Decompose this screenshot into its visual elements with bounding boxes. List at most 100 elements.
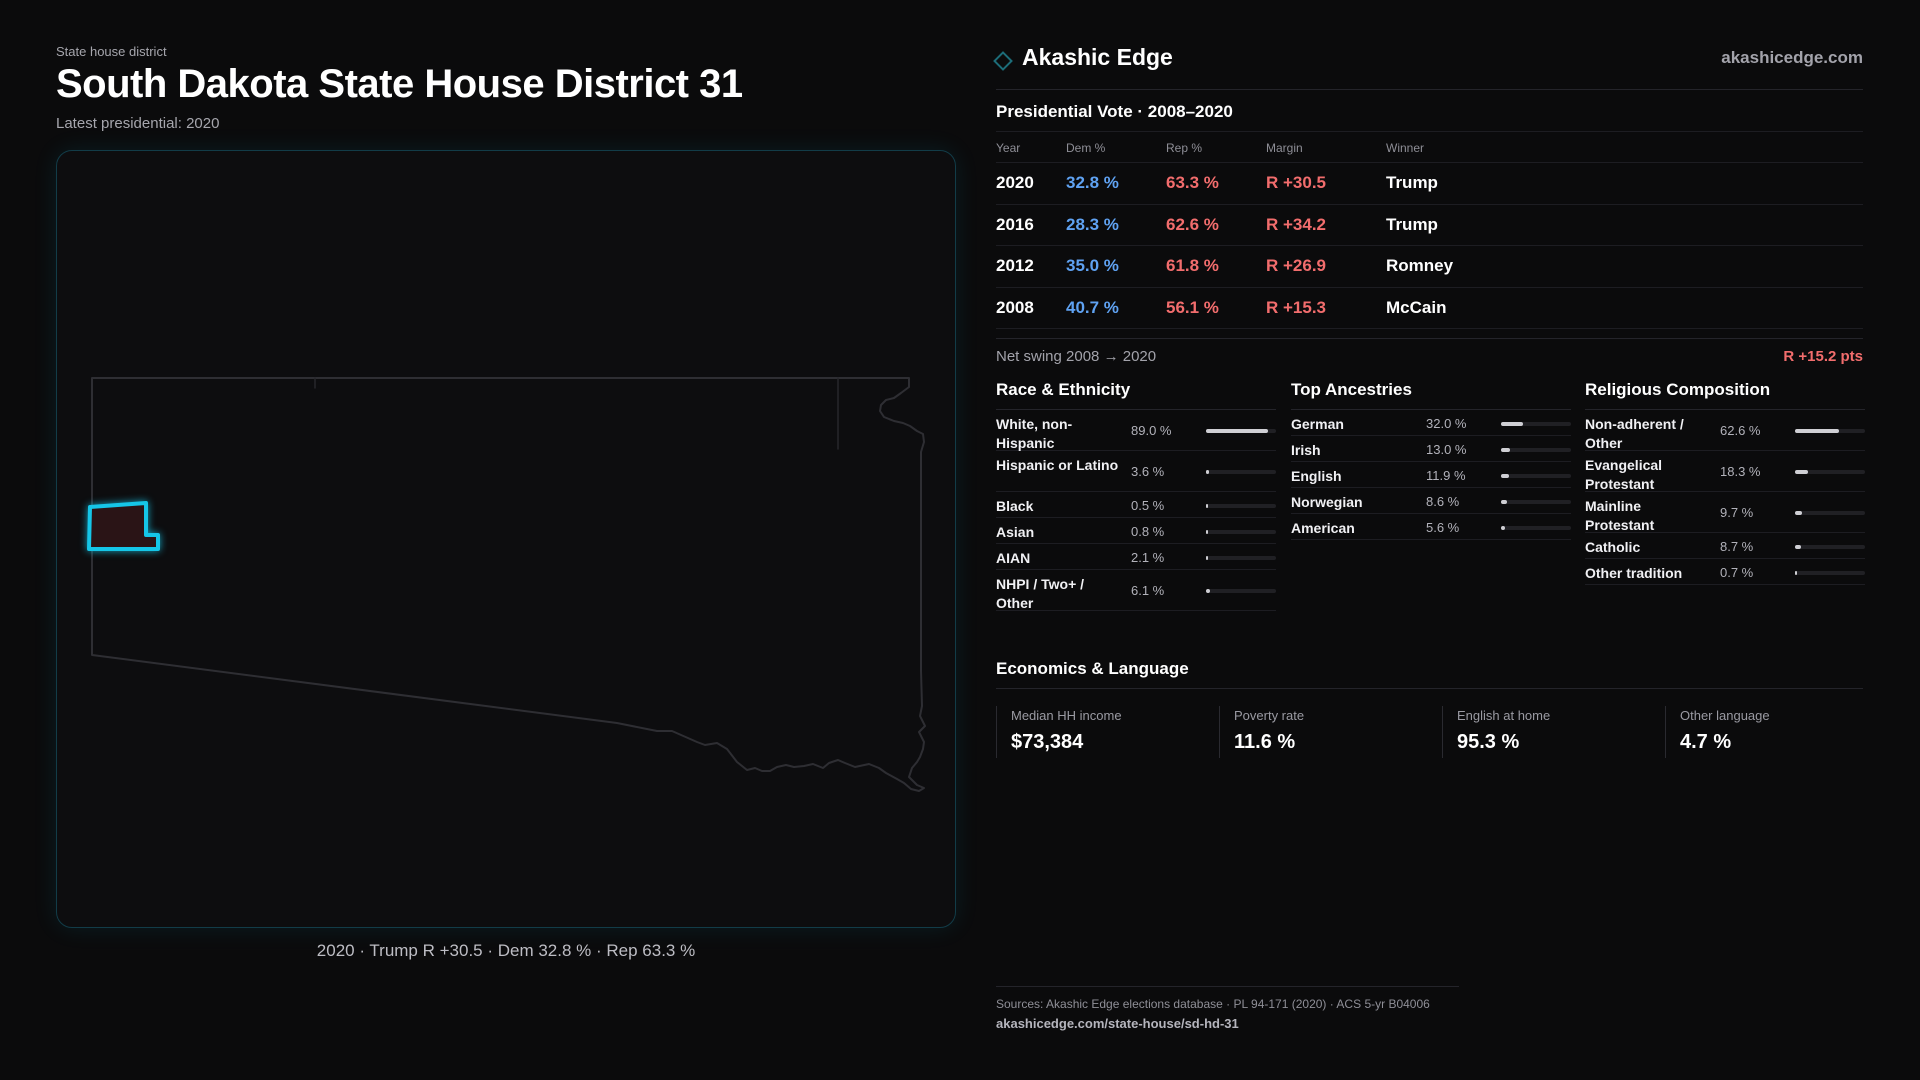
- rep-cell: 61.8 %: [1166, 256, 1219, 275]
- religious-composition-list: Non-adherent / Other 62.6 % Evangelical Pr…: [1585, 410, 1865, 585]
- stat-row: Other tradition 0.7 %: [1585, 559, 1865, 585]
- stat-percent: 11.9 %: [1426, 468, 1466, 483]
- stat-percent: 0.5 %: [1131, 498, 1165, 513]
- map-panel[interactable]: [56, 150, 956, 928]
- economics-language-title: Economics & Language: [996, 659, 1863, 689]
- stat-bar-track: [1206, 530, 1276, 534]
- stat-label: Irish: [1291, 442, 1321, 458]
- stat-label: Norwegian: [1291, 494, 1363, 510]
- margin-cell: R +26.9: [1266, 256, 1327, 275]
- stat-bar-fill: [1501, 526, 1505, 530]
- stat-percent: 0.7 %: [1720, 565, 1754, 580]
- table-row: 2008 40.7 % 56.1 % R +15.3 McCain: [996, 288, 1863, 329]
- net-swing-value: R +15.2 pts: [1783, 348, 1863, 365]
- stat-label: Hispanic or Latino: [996, 457, 1119, 473]
- year-cell: 2008: [996, 297, 1034, 317]
- sources-text: Sources: Akashic Edge elections database…: [996, 997, 1430, 1011]
- district-map[interactable]: [57, 151, 957, 929]
- rep-cell: 56.1 %: [1166, 297, 1219, 317]
- top-ancestries-panel: Top Ancestries German 32.0 % Irish 13.0 % En…: [1291, 380, 1571, 540]
- stat-bar-track: [1501, 448, 1571, 452]
- stat-bar-fill: [1206, 429, 1269, 433]
- top-ancestries-list: German 32.0 % Irish 13.0 % English 11.9 % Norw…: [1291, 410, 1571, 540]
- stat-bar-track: [1795, 545, 1865, 549]
- diamond-logo-icon: [993, 51, 1013, 71]
- econ-value: 11.6 %: [1234, 731, 1296, 753]
- stat-row: Norwegian 8.6 %: [1291, 488, 1571, 514]
- brand-name: Akashic Edge: [1022, 44, 1173, 70]
- winner-cell: Romney: [1386, 256, 1454, 275]
- margin-cell: R +15.3: [1266, 297, 1327, 317]
- econ-card-median-income: Median HH income $73,384: [996, 706, 1206, 758]
- religious-composition-title: Religious Composition: [1585, 380, 1865, 410]
- stat-row: Hispanic or Latino 3.6 %: [996, 451, 1276, 492]
- stat-bar-track: [1501, 526, 1571, 530]
- stat-bar-track: [1206, 429, 1276, 433]
- stat-row: Mainline Protestant 9.7 %: [1585, 492, 1865, 533]
- winner-cell: Trump: [1386, 214, 1438, 234]
- column-header-rep: Rep %: [1166, 141, 1203, 155]
- stat-label: German: [1291, 416, 1344, 432]
- stat-bar-track: [1206, 504, 1276, 508]
- stat-bar-fill: [1795, 511, 1802, 515]
- stat-bar-track: [1795, 511, 1865, 515]
- stat-row: German 32.0 %: [1291, 410, 1571, 436]
- rep-cell: 63.3 %: [1166, 173, 1219, 192]
- stat-percent: 32.0 %: [1426, 416, 1467, 431]
- table-header: Year Dem % Rep % Margin Winner: [996, 131, 1863, 163]
- econ-card-poverty-rate: Poverty rate 11.6 %: [1219, 706, 1429, 758]
- stat-label: Catholic: [1585, 539, 1641, 555]
- margin-cell: R +30.5: [1266, 173, 1327, 192]
- sources-link[interactable]: akashicedge.com/state-house/sd-hd-31: [996, 1016, 1239, 1031]
- stat-bar-fill: [1795, 545, 1802, 549]
- year-cell: 2012: [996, 256, 1034, 275]
- map-caption: 2020 · Trump R +30.5 · Dem 32.8 % · Rep …: [316, 941, 696, 960]
- stat-row: AIAN 2.1 %: [996, 544, 1276, 570]
- stat-row: Non-adherent / Other 62.6 %: [1585, 410, 1865, 451]
- top-ancestries-title: Top Ancestries: [1291, 380, 1571, 410]
- race-ethnicity-panel: Race & Ethnicity White, non-Hispanic 89.0…: [996, 380, 1276, 611]
- stat-row: NHPI / Two+ / Other 6.1 %: [996, 570, 1276, 611]
- table-row: 2016 28.3 % 62.6 % R +34.2 Trump: [996, 205, 1863, 246]
- year-cell: 2016: [996, 214, 1034, 234]
- stat-percent: 89.0 %: [1131, 423, 1172, 438]
- stat-row: American 5.6 %: [1291, 514, 1571, 540]
- stat-bar-fill: [1501, 474, 1510, 478]
- column-header-dem: Dem %: [1066, 141, 1106, 155]
- brand-link[interactable]: akashicedge.com: [1721, 48, 1863, 67]
- stat-label: NHPI / Two+ / Other: [996, 576, 1085, 611]
- stat-bar-fill: [1206, 556, 1208, 560]
- stat-label: Other tradition: [1585, 565, 1683, 581]
- religious-composition-panel: Religious Composition Non-adherent / Oth…: [1585, 380, 1865, 585]
- margin-cell: R +34.2: [1266, 214, 1327, 234]
- dem-cell: 35.0 %: [1066, 256, 1119, 275]
- winner-cell: McCain: [1386, 297, 1447, 317]
- district-31-outline[interactable]: [87, 501, 160, 551]
- stat-percent: 2.1 %: [1131, 550, 1165, 565]
- stat-label: Black: [996, 498, 1034, 514]
- stat-percent: 62.6 %: [1720, 423, 1761, 438]
- stat-percent: 9.7 %: [1720, 505, 1754, 520]
- stat-bar-track: [1206, 589, 1276, 593]
- econ-value: 4.7 %: [1680, 731, 1732, 753]
- stat-bar-track: [1501, 474, 1571, 478]
- stat-bar-fill: [1206, 589, 1211, 593]
- stat-bar-fill: [1501, 448, 1511, 452]
- stat-percent: 8.7 %: [1720, 539, 1754, 554]
- stat-label: Mainline Protestant: [1585, 498, 1655, 533]
- dem-cell: 40.7 %: [1066, 297, 1119, 317]
- stat-bar-track: [1501, 422, 1571, 426]
- stat-label: AIAN: [996, 550, 1031, 566]
- year-cell: 2020: [996, 173, 1034, 192]
- presidential-vote-table: Year Dem % Rep % Margin Winner 2020 32.8…: [996, 131, 1863, 329]
- stat-percent: 18.3 %: [1720, 464, 1761, 479]
- stat-percent: 3.6 %: [1131, 464, 1165, 479]
- stat-bar-fill: [1501, 500, 1508, 504]
- stat-percent: 6.1 %: [1131, 583, 1165, 598]
- stat-percent: 13.0 %: [1426, 442, 1467, 457]
- stat-row: Irish 13.0 %: [1291, 436, 1571, 462]
- net-swing-row: Net swing 2008 → 2020 R +15.2 pts: [996, 338, 1863, 372]
- econ-label: Poverty rate: [1234, 708, 1305, 723]
- stat-percent: 5.6 %: [1426, 520, 1460, 535]
- column-header-year: Year: [996, 141, 1021, 155]
